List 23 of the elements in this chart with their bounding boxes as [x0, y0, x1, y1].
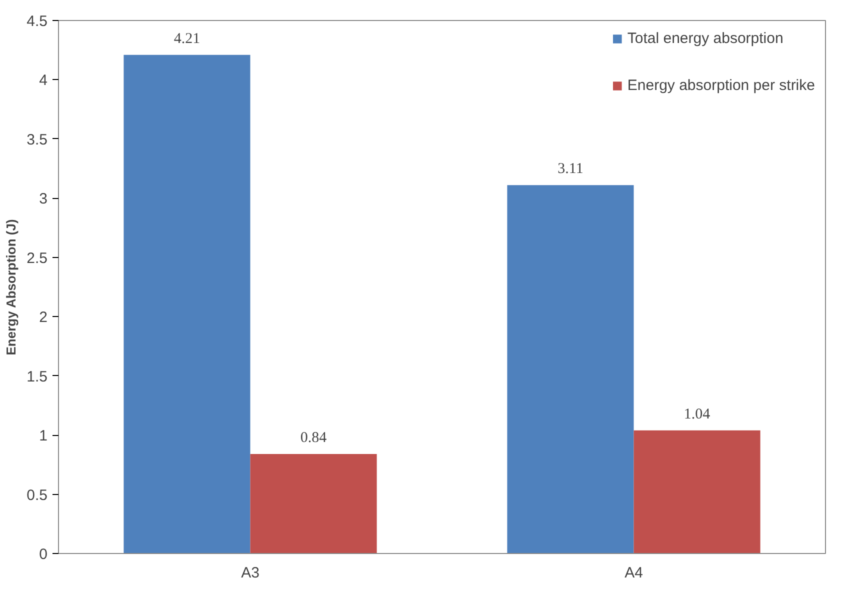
y-tick-label: 2.5: [26, 250, 48, 267]
x-tick-label: A3: [241, 564, 260, 582]
legend-label: Energy absorption per strike: [627, 77, 815, 94]
y-tick-label: 3.5: [26, 131, 48, 148]
legend-label: Total energy absorption: [627, 30, 784, 47]
bar: [124, 54, 250, 554]
data-label: 0.84: [300, 430, 328, 446]
x-tick-label: A4: [624, 564, 643, 582]
data-label: 4.21: [174, 30, 200, 47]
data-label: 1.04: [684, 406, 711, 422]
y-tick-label: 1: [39, 428, 48, 445]
bar: [634, 430, 760, 554]
bar: [250, 454, 377, 554]
y-tick-label: 0: [39, 546, 48, 563]
y-tick-label: 4: [39, 72, 48, 90]
y-tick-label: 1.5: [26, 368, 48, 386]
data-label: 3.11: [558, 161, 584, 178]
bar: [507, 185, 634, 554]
y-tick-label: 2: [39, 309, 48, 326]
y-tick-label: 4.5: [26, 13, 48, 30]
y-axis-title: Energy Absorption (J): [4, 219, 19, 356]
y-tick-label: 0.5: [26, 486, 48, 504]
y-tick-label: 3: [39, 190, 48, 208]
